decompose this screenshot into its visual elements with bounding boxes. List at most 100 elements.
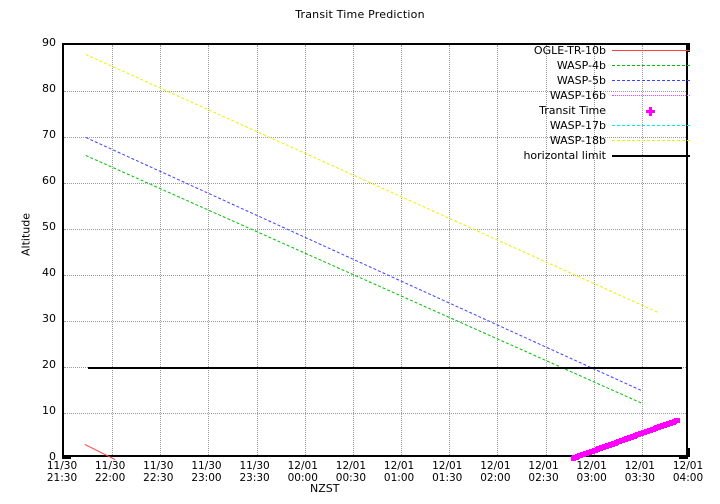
x-tick-time: 03:00 [576,471,607,484]
gridline-vertical [112,45,114,455]
legend-label: Transit Time [539,104,606,117]
y-tick-label: 30 [42,312,56,325]
x-tick-label: 12/01 01:30 [417,460,477,484]
x-tick-time: 23:00 [191,471,222,484]
legend-marker-cross-icon [646,107,655,116]
x-tick-time: 22:30 [143,471,174,484]
chart-title: Transit Time Prediction [295,8,425,21]
x-tick-date: 12/01 [528,460,559,472]
legend-label: OGLE-TR-10b [533,44,606,57]
y-tick-mark [62,457,71,459]
gridline-vertical [449,45,451,455]
x-tick-date: 12/01 [432,460,463,472]
x-tick-date: 11/30 [239,460,270,472]
legend-item: horizontal limit [470,149,690,163]
x-tick-time: 02:00 [480,471,511,484]
legend-item: WASP-4b [470,59,690,73]
x-tick-date: 12/01 [287,460,318,472]
x-tick-time: 04:00 [672,471,704,484]
legend-item: WASP-5b [470,74,690,88]
x-tick-label: 12/01 00:00 [273,460,333,484]
gridline-horizontal [64,275,686,276]
legend-line-sample [612,155,690,157]
y-tick-label: 0 [49,450,56,463]
gridline-horizontal [64,413,686,414]
x-tick-date: 12/01 [576,460,607,472]
x-tick-time: 22:00 [95,471,126,484]
x-tick-time: 00:30 [335,471,367,484]
legend-label: horizontal limit [523,149,606,162]
x-tick-date: 11/30 [46,460,78,472]
x-tick-date: 12/01 [672,460,704,472]
y-axis-tick-labels: 0 10 20 30 40 50 60 70 80 90 [0,0,56,504]
legend-label: WASP-17b [549,119,606,132]
y-tick-mark [679,457,688,459]
legend-item: Transit Time [470,104,690,118]
legend-line-sample [612,65,690,66]
x-tick-label: 12/01 00:30 [321,460,381,484]
y-tick-label: 90 [42,36,56,49]
x-tick-date: 11/30 [191,460,222,472]
x-tick-time: 02:30 [528,471,559,484]
x-tick-label: 12/01 03:30 [610,460,670,484]
gridline-vertical [256,45,258,455]
y-axis-title: Altitude [19,213,33,256]
series-line-ogle-tr-10b [84,443,116,460]
legend-line-sample [612,95,690,96]
x-axis-title: NZST [310,482,340,495]
legend-label: WASP-4b [556,59,606,72]
y-tick-label: 60 [42,174,56,187]
x-tick-label: 12/01 01:00 [369,460,429,484]
gridline-vertical [401,45,403,455]
x-tick-label: 12/01 04:00 [658,460,718,484]
legend-line-sample [612,80,690,81]
gridline-vertical [208,45,210,455]
x-tick-label: 11/30 23:00 [176,460,236,484]
gridline-vertical [352,45,354,455]
x-tick-label: 11/30 22:00 [80,460,140,484]
x-tick-label: 12/01 02:30 [514,460,574,484]
x-tick-time: 01:30 [432,471,463,484]
x-tick-date: 11/30 [95,460,126,472]
legend-line-sample [612,125,690,126]
legend: OGLE-TR-10b WASP-4b WASP-5b WASP-16b Transit… [470,44,690,162]
legend-label: WASP-18b [549,134,606,147]
gridline-vertical [160,45,162,455]
x-tick-date: 12/01 [335,460,367,472]
x-tick-date: 11/30 [143,460,174,472]
series-line-wasp-5b [86,137,642,391]
legend-label: WASP-16b [549,89,606,102]
gridline-horizontal [64,229,686,230]
series-horizontal-limit [88,367,682,369]
y-tick-label: 80 [42,82,56,95]
x-tick-time: 21:30 [46,471,78,484]
x-tick-date: 12/01 [383,460,415,472]
y-tick-label: 40 [42,266,56,279]
legend-line-sample [612,50,690,51]
x-tick-label: 12/01 03:00 [562,460,622,484]
x-tick-label: 11/30 21:30 [32,460,92,484]
legend-label: WASP-5b [556,74,606,87]
gridline-vertical [304,45,306,455]
x-tick-mark [688,43,690,52]
x-tick-label: 12/01 02:00 [465,460,525,484]
x-tick-time: 03:30 [624,471,655,484]
legend-item: OGLE-TR-10b [470,44,690,58]
legend-item: WASP-17b [470,119,690,133]
x-tick-label: 11/30 22:30 [128,460,188,484]
gridline-horizontal [64,321,686,322]
x-tick-label: 11/30 23:30 [225,460,285,484]
x-tick-mark [688,448,690,457]
x-tick-time: 23:30 [239,471,270,484]
x-tick-time: 00:00 [287,471,318,484]
transit-time-point [675,417,681,423]
x-tick-date: 12/01 [480,460,511,472]
x-tick-time: 01:00 [383,471,415,484]
legend-line-sample [612,140,690,141]
y-tick-label: 70 [42,128,56,141]
y-tick-label: 20 [42,358,56,371]
y-tick-label: 10 [42,404,56,417]
x-tick-date: 12/01 [624,460,655,472]
legend-item: WASP-16b [470,89,690,103]
